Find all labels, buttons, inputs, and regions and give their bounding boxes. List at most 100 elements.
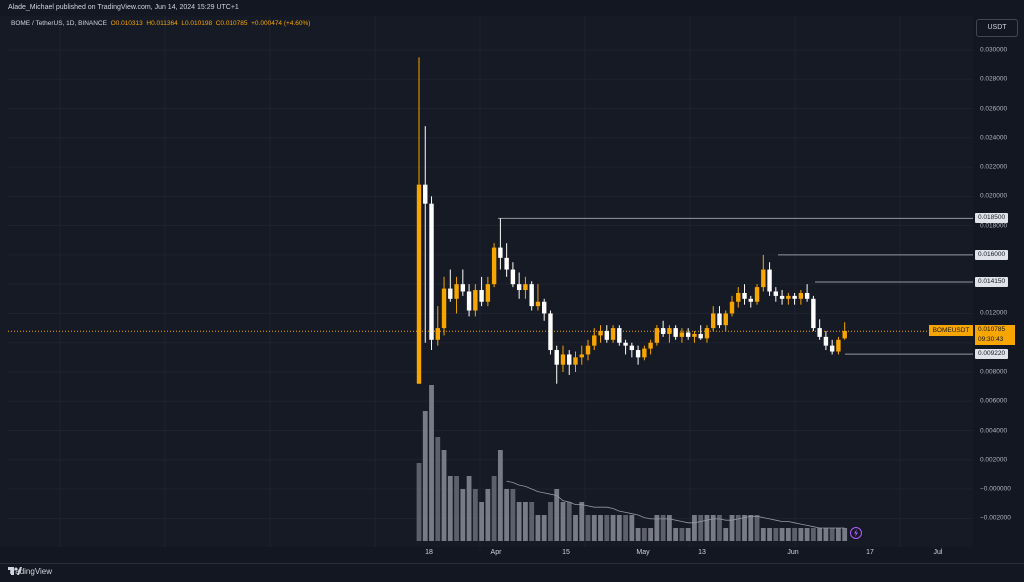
candle-body[interactable] — [661, 328, 665, 334]
candle-body[interactable] — [724, 313, 728, 325]
candle-body[interactable] — [767, 270, 771, 292]
volume-bar — [529, 502, 534, 541]
volume-bar — [611, 515, 616, 541]
volume-bar — [617, 515, 622, 541]
candle-body[interactable] — [573, 357, 577, 364]
candle-body[interactable] — [749, 299, 753, 302]
change-value: +0.000474 (+4.60%) — [251, 20, 310, 27]
price-tick-label: 0.022000 — [980, 164, 1007, 171]
candle-body[interactable] — [580, 354, 584, 357]
candle-body[interactable] — [492, 248, 496, 285]
candle-body[interactable] — [811, 299, 815, 328]
candle-body[interactable] — [742, 293, 746, 299]
current-price: 0.010785 — [978, 325, 1015, 335]
currency-button[interactable]: USDT — [976, 19, 1018, 37]
candle-body[interactable] — [842, 331, 846, 338]
candle-body[interactable] — [498, 248, 502, 258]
volume-bar — [435, 437, 440, 541]
candle-body[interactable] — [461, 284, 465, 291]
volume-bar — [805, 528, 810, 541]
candle-body[interactable] — [736, 293, 740, 302]
candle-body[interactable] — [536, 302, 540, 306]
candle-body[interactable] — [692, 334, 696, 337]
price-tick-label: 0.012000 — [980, 310, 1007, 317]
candle-body[interactable] — [673, 328, 677, 337]
current-symbol-tag: BOMEUSDT — [929, 325, 973, 336]
volume-bar — [780, 528, 785, 541]
candle-body[interactable] — [504, 258, 508, 270]
candle-body[interactable] — [699, 334, 703, 338]
candle-body[interactable] — [429, 204, 433, 340]
candle-body[interactable] — [598, 331, 602, 335]
candle-body[interactable] — [555, 350, 559, 365]
candle-body[interactable] — [617, 328, 621, 343]
candle-body[interactable] — [780, 296, 784, 299]
candle-body[interactable] — [486, 284, 490, 302]
volume-bar — [592, 515, 597, 541]
candle-body[interactable] — [592, 335, 596, 345]
candle-body[interactable] — [755, 287, 759, 302]
candle-body[interactable] — [761, 270, 765, 288]
candle-body[interactable] — [467, 292, 471, 311]
current-price-tag: 0.010785 09:30:43 — [975, 325, 1015, 345]
candle-body[interactable] — [417, 185, 421, 384]
volume-bar — [523, 502, 528, 541]
candle-body[interactable] — [792, 296, 796, 299]
volume-bar — [629, 515, 634, 541]
candle-body[interactable] — [686, 332, 690, 336]
candle-body[interactable] — [824, 337, 828, 346]
candle-body[interactable] — [655, 328, 659, 343]
volume-bar — [792, 528, 797, 541]
candle-body[interactable] — [611, 328, 615, 340]
candle-body[interactable] — [711, 313, 715, 328]
symbol-label[interactable]: BOME / TetherUS, 1D, BINANCE — [11, 20, 107, 27]
candle-body[interactable] — [548, 313, 552, 350]
volume-bar — [824, 528, 829, 541]
candle-body[interactable] — [479, 290, 483, 302]
tradingview-brand[interactable]: TradingView — [8, 567, 52, 576]
candle-body[interactable] — [542, 302, 546, 314]
candle-body[interactable] — [730, 302, 734, 314]
volume-bar — [692, 515, 697, 541]
candle-body[interactable] — [799, 293, 803, 299]
candle-body[interactable] — [511, 270, 515, 285]
lightning-icon[interactable] — [850, 527, 862, 539]
candle-body[interactable] — [836, 340, 840, 352]
candle-body[interactable] — [817, 328, 821, 337]
candle-body[interactable] — [561, 354, 565, 364]
candle-body[interactable] — [774, 292, 778, 296]
volume-bar — [467, 476, 472, 541]
candle-body[interactable] — [623, 343, 627, 346]
candle-body[interactable] — [436, 328, 440, 340]
candle-body[interactable] — [454, 284, 458, 299]
volume-bar — [798, 528, 803, 541]
candle-body[interactable] — [705, 328, 709, 338]
candle-body[interactable] — [605, 331, 609, 340]
candle-body[interactable] — [448, 289, 452, 299]
volume-bar — [773, 528, 778, 541]
volume-bar — [536, 515, 541, 541]
candle-body[interactable] — [442, 289, 446, 329]
candle-body[interactable] — [717, 313, 721, 325]
volume-bar — [423, 411, 428, 541]
candle-body[interactable] — [830, 346, 834, 352]
candle-body[interactable] — [529, 284, 533, 306]
candle-body[interactable] — [648, 343, 652, 349]
candle-body[interactable] — [523, 284, 527, 290]
candle-body[interactable] — [567, 354, 571, 364]
price-tick-label: −0.000000 — [980, 486, 1011, 493]
candle-body[interactable] — [680, 332, 684, 336]
candle-body[interactable] — [586, 346, 590, 355]
candle-body[interactable] — [667, 328, 671, 334]
candle-body[interactable] — [636, 350, 640, 357]
candle-body[interactable] — [423, 185, 427, 204]
price-level-tag: 0.009220 — [975, 349, 1008, 359]
price-level-tag: 0.016000 — [975, 250, 1008, 260]
candle-body[interactable] — [642, 349, 646, 358]
price-tick-label: 0.002000 — [980, 456, 1007, 463]
candle-body[interactable] — [473, 290, 477, 310]
candle-body[interactable] — [786, 296, 790, 299]
candle-body[interactable] — [805, 293, 809, 299]
candle-body[interactable] — [517, 284, 521, 290]
candle-body[interactable] — [630, 346, 634, 350]
